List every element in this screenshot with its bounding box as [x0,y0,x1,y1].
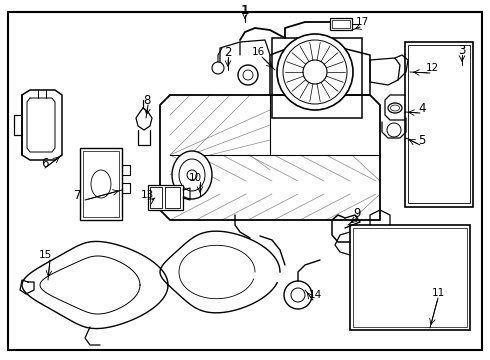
Text: 10: 10 [189,173,201,183]
Circle shape [303,60,327,84]
Text: 17: 17 [355,17,368,27]
Text: 5: 5 [418,134,426,147]
Text: 1: 1 [241,4,249,17]
Text: 13: 13 [140,190,154,200]
Text: 9: 9 [353,207,361,220]
Bar [148,185,183,210]
Bar [408,45,470,203]
Text: 7: 7 [74,189,82,202]
Circle shape [284,281,312,309]
Text: 16: 16 [251,47,265,57]
Ellipse shape [91,170,111,198]
Bar [330,18,352,30]
Text: 8: 8 [143,94,151,107]
Bar [272,38,362,118]
Bar [405,42,473,207]
Bar [353,228,467,327]
Bar [150,187,162,208]
Circle shape [277,34,353,110]
Bar [350,225,470,330]
Circle shape [243,70,253,80]
Bar [83,151,119,217]
Text: 15: 15 [38,250,51,260]
Circle shape [212,62,224,74]
Circle shape [238,65,258,85]
Ellipse shape [172,151,212,199]
Bar [332,20,350,28]
Text: 11: 11 [431,288,444,298]
Ellipse shape [388,103,402,113]
Ellipse shape [179,159,205,191]
Circle shape [387,123,401,137]
Text: 4: 4 [418,102,426,114]
Text: 12: 12 [425,63,439,73]
Circle shape [283,40,347,104]
Bar [80,148,122,220]
Text: 1: 1 [241,4,249,17]
Text: 3: 3 [458,44,466,57]
Bar [165,187,180,208]
Text: 14: 14 [308,290,321,300]
Ellipse shape [391,105,399,111]
Circle shape [291,288,305,302]
Circle shape [187,170,197,180]
Text: 6: 6 [41,157,49,170]
Text: 2: 2 [224,45,232,59]
